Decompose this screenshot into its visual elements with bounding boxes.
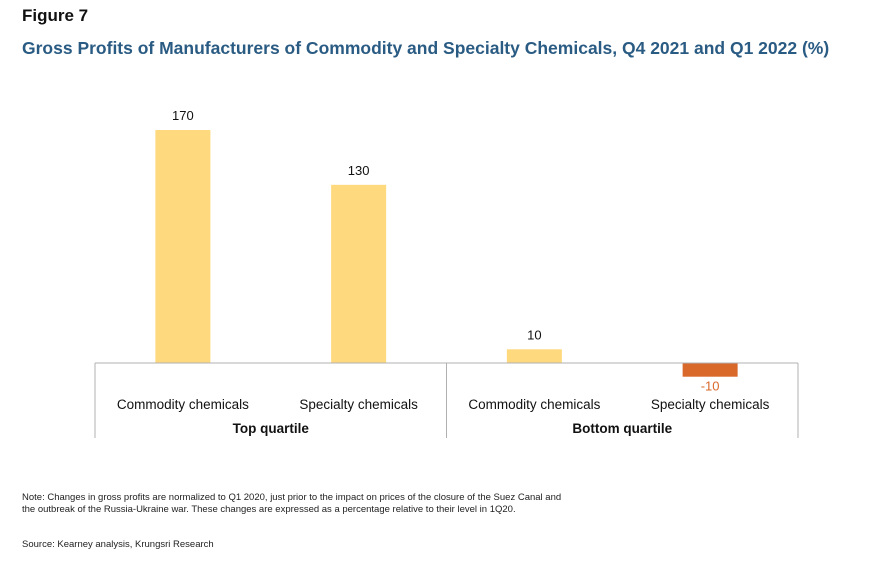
group-label: Bottom quartile: [572, 421, 672, 436]
data-label: 170: [172, 108, 194, 123]
bar-chart: 170 Commodity chemicals 130 Specialty chemi…: [94, 108, 799, 438]
data-label: -10: [701, 379, 720, 394]
figure-label: Figure 7: [22, 6, 89, 25]
chart-title: Gross Profits of Manufacturers of Commod…: [22, 38, 830, 58]
category-label: Commodity chemicals: [468, 397, 600, 412]
bar: [155, 130, 211, 363]
data-label: 10: [527, 327, 541, 342]
chart-note: Note: Changes in gross profits are norma…: [22, 492, 562, 515]
data-label: 130: [348, 163, 370, 178]
group-label: Top quartile: [233, 421, 310, 436]
chart-source: Source: Kearney analysis, Krungsri Resea…: [22, 539, 214, 550]
bar: [682, 363, 738, 377]
category-label: Specialty chemicals: [651, 397, 770, 412]
bar: [506, 349, 562, 363]
category-label: Specialty chemicals: [299, 397, 418, 412]
category-label: Commodity chemicals: [117, 397, 249, 412]
bar: [331, 184, 387, 363]
